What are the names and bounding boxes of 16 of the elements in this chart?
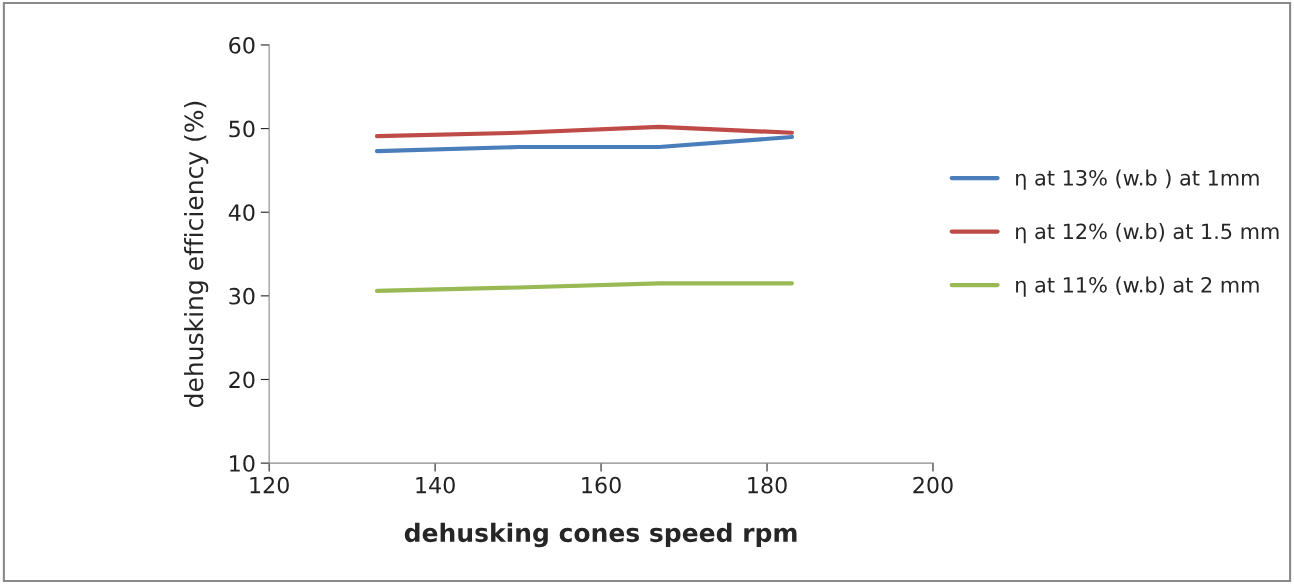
y-tick-label: 60 [229,36,255,54]
y-tick-label: 10 [230,455,255,472]
x-tick-label: 140 [416,476,455,494]
x-tick-label: 180 [748,476,787,494]
x-axis-title: dehusking cones speed rpm [404,522,797,548]
x-tick-label: 200 [913,476,953,494]
y-axis-title: dehusking efficiency (%) [184,101,209,407]
y-tick-label: 30 [229,287,255,305]
x-tick-label: 160 [582,476,621,494]
legend-label: η at 12% (w.b) at 1.5 mm [1016,223,1279,244]
y-tick-label: 40 [228,204,255,221]
legend-label: η at 11% (w.b) at 2 mm [1016,276,1259,297]
legend-label: η at 13% (w.b ) at 1mm [1016,169,1259,190]
x-tick-label: 120 [250,476,289,494]
y-tick-label: 20 [229,371,255,389]
y-tick-label: 50 [229,120,255,138]
